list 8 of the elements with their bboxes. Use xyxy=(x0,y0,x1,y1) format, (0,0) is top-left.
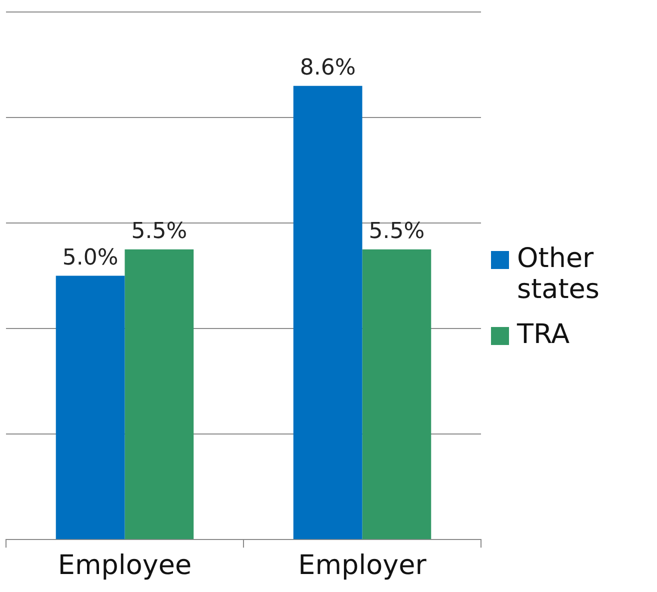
x-tick-label: Employer xyxy=(298,550,428,581)
data-label: 5.0% xyxy=(62,246,118,271)
legend-label: TRA xyxy=(517,318,570,350)
data-label: 8.6% xyxy=(300,56,356,81)
data-label: 5.5% xyxy=(368,219,425,244)
x-tick-label: Employee xyxy=(58,550,192,581)
data-label: 5.5% xyxy=(131,219,188,244)
legend-label: Other states xyxy=(517,242,600,304)
